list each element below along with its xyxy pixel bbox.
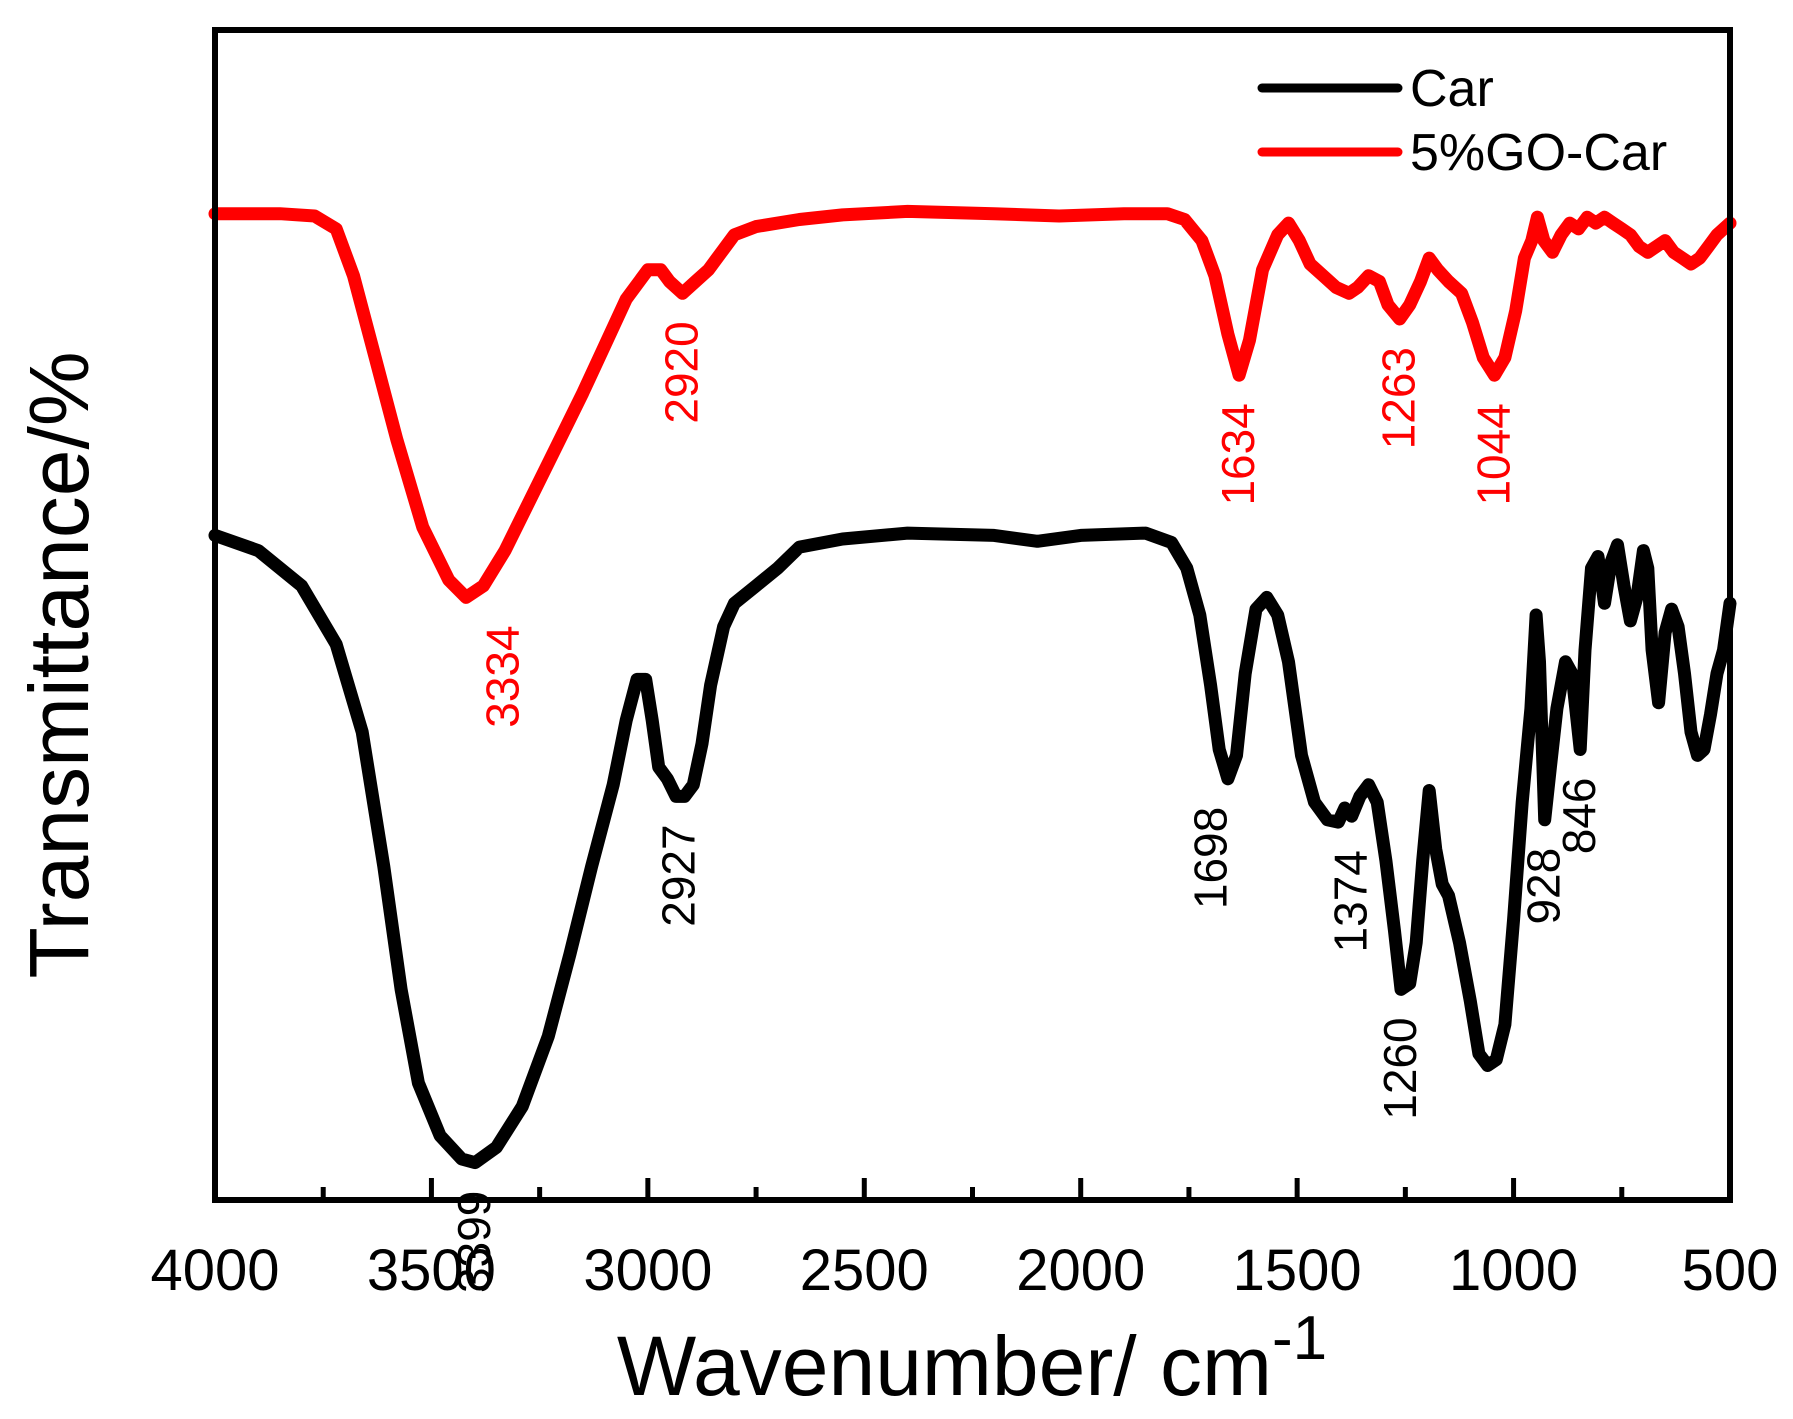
x-axis-title: Wavenumber/ cm-1 bbox=[617, 1304, 1327, 1413]
peak-label-1263: 1263 bbox=[1373, 347, 1425, 449]
plot-area bbox=[208, 204, 1737, 1170]
x-tick-label: 3500 bbox=[367, 1238, 496, 1303]
x-tick-label: 3000 bbox=[583, 1238, 712, 1303]
peak-label-1634: 1634 bbox=[1212, 403, 1264, 505]
x-tick-label: 1000 bbox=[1449, 1238, 1578, 1303]
x-tick-label: 1500 bbox=[1233, 1238, 1362, 1303]
peak-label-3334: 3334 bbox=[476, 625, 528, 727]
peak-label-1044: 1044 bbox=[1468, 403, 1520, 505]
peak-label-1698: 1698 bbox=[1184, 807, 1236, 909]
x-tick-label: 2000 bbox=[1016, 1238, 1145, 1303]
axes: 4000 3500 3000 2500 2000 1500 1000 500 Wavenumbe… bbox=[12, 351, 1778, 1413]
legend-label: 5%GO-Car bbox=[1410, 124, 1667, 182]
peak-label-2927: 2927 bbox=[653, 824, 705, 926]
series-line-car bbox=[208, 526, 1737, 1170]
peak-labels: 3334 2920 1634 1263 1044 3399 2927 1698 1374 1260… bbox=[448, 321, 1605, 1293]
peak-label-1260: 1260 bbox=[1374, 1017, 1426, 1119]
x-tick-label: 2500 bbox=[800, 1238, 929, 1303]
peak-label-2920: 2920 bbox=[656, 321, 708, 423]
x-tick-label: 500 bbox=[1682, 1238, 1779, 1303]
peak-label-928: 928 bbox=[1518, 848, 1570, 925]
legend-label: Car bbox=[1410, 60, 1494, 118]
x-axis-title-superscript: -1 bbox=[1272, 1304, 1327, 1373]
peak-label-3399: 3399 bbox=[448, 1191, 500, 1293]
series-line-5-go-car bbox=[208, 204, 1737, 604]
y-axis-title: Transmittance/% bbox=[12, 351, 106, 978]
x-tick-label: 4000 bbox=[150, 1238, 279, 1303]
legend: Car 5%GO-Car bbox=[1257, 60, 1667, 182]
x-axis-title-text: Wavenumber/ cm bbox=[617, 1319, 1272, 1413]
peak-label-846: 846 bbox=[1553, 778, 1605, 855]
plot-frame bbox=[212, 27, 1733, 1203]
peak-label-1374: 1374 bbox=[1325, 850, 1377, 952]
